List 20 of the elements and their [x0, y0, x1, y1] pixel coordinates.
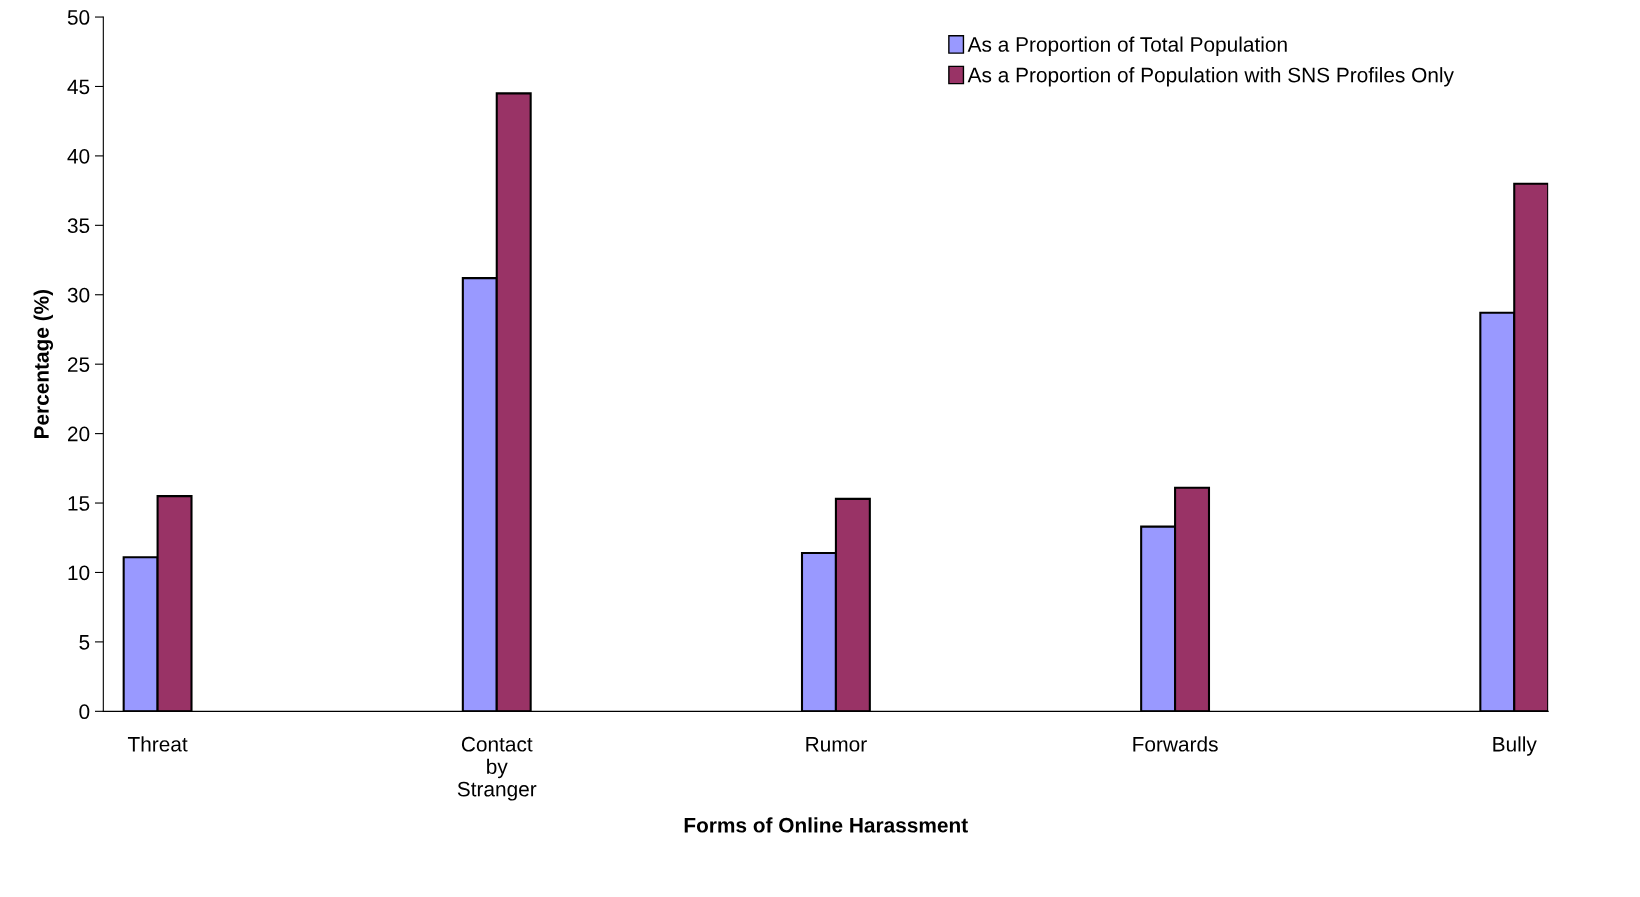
y-tick-label: 10: [68, 565, 90, 581]
y-tick-label: 15: [68, 496, 90, 511]
legend-label: As a Proportion of Population with SNS Profiles Only: [967, 67, 1454, 87]
x-tick-label: Forwards: [1133, 736, 1218, 752]
x-axis-title: Forms of Online Harassment: [684, 817, 968, 833]
x-tick-label: Bully: [1493, 736, 1537, 756]
y-tick-label: 20: [68, 426, 90, 442]
x-tick-label: Contact by Stranger: [457, 736, 537, 801]
y-axis-title: Percentage (%): [33, 289, 54, 439]
y-tick-label: 5: [79, 635, 90, 650]
y-tick-label: 50: [67, 10, 90, 25]
x-tick-label: Threat: [127, 736, 188, 752]
legend-label: As a Proportion of Total Population: [967, 36, 1287, 56]
y-tick-label: 45: [67, 79, 90, 95]
y-tick-label: 35: [67, 218, 90, 234]
y-tick-label: 0: [79, 704, 90, 720]
y-tick-label: 25: [68, 357, 90, 372]
y-tick-label: 40: [67, 148, 90, 164]
x-tick-label: Rumor: [806, 737, 867, 752]
y-tick-label: 30: [67, 287, 90, 303]
